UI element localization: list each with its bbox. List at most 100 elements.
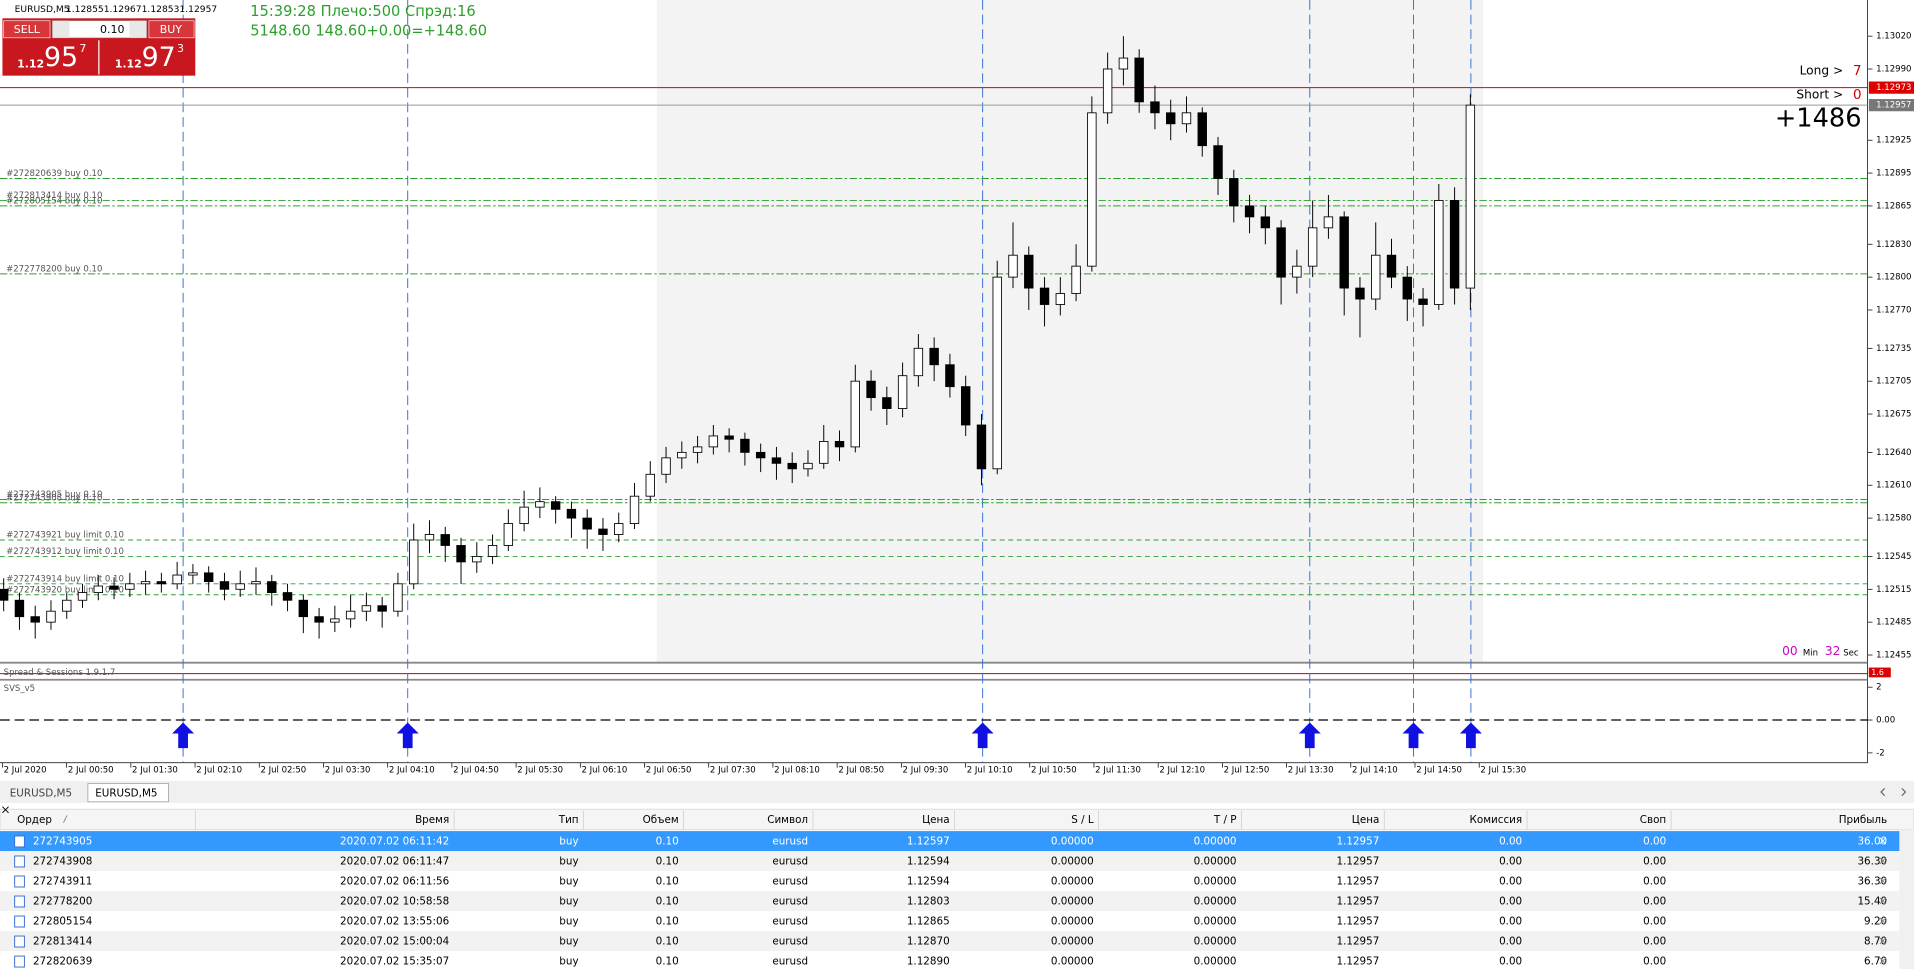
candle-body xyxy=(550,501,561,510)
candle-body xyxy=(345,610,356,620)
table-cell: 0.00 xyxy=(1643,915,1666,927)
buy-button[interactable] xyxy=(148,20,195,39)
column-header: Своп xyxy=(1640,814,1666,826)
table-cell: eurusd xyxy=(772,915,808,927)
close-order[interactable] xyxy=(1879,897,1887,905)
candle-body xyxy=(503,523,514,546)
close-order[interactable] xyxy=(1879,877,1887,885)
candle-body xyxy=(109,585,119,590)
sell-label[interactable]: SELL xyxy=(14,23,41,36)
candle-body xyxy=(1402,276,1412,300)
x-tick-label: 2 Jul 08:10 xyxy=(774,766,820,776)
y-tick-label: 1.12735 xyxy=(1876,344,1911,354)
table-row[interactable] xyxy=(0,951,1900,969)
table-cell: 1.12957 xyxy=(1337,875,1380,887)
y-tick-label: 1.12640 xyxy=(1876,448,1911,458)
lot-up[interactable] xyxy=(129,20,147,38)
table-cell: 0.00 xyxy=(1643,875,1666,887)
table-cell: eurusd xyxy=(772,895,808,907)
close-order[interactable] xyxy=(1879,957,1887,965)
candle-body xyxy=(1323,216,1334,229)
close-order[interactable] xyxy=(1879,837,1887,845)
table-row[interactable] xyxy=(0,911,1900,932)
candle-body xyxy=(282,592,293,601)
column-header: Прибыль xyxy=(1839,814,1887,826)
candle-body xyxy=(1339,216,1349,289)
table-row[interactable] xyxy=(0,871,1900,892)
candle-body xyxy=(566,508,577,519)
table-cell: eurusd xyxy=(772,855,808,867)
tab[interactable]: EURUSD,M5 xyxy=(95,787,157,799)
signal-arrow xyxy=(1459,722,1482,749)
sell-price-big: 95 xyxy=(44,42,78,73)
candle-body xyxy=(1355,287,1365,300)
y-tick-label: 1.12675 xyxy=(1876,410,1911,420)
table-cell: buy xyxy=(559,855,578,867)
candle-body xyxy=(77,592,88,601)
table-cell: 2020.07.02 10:58:58 xyxy=(340,895,449,907)
candle-body xyxy=(156,581,167,585)
table-cell: 2020.07.02 06:11:56 xyxy=(340,875,449,887)
candle-body xyxy=(960,386,971,426)
x-tick-label: 2 Jul 02:50 xyxy=(260,766,306,776)
candle-body xyxy=(661,457,671,475)
table-cell: 2020.07.02 06:11:47 xyxy=(340,855,449,867)
table-cell: 0.00000 xyxy=(1194,875,1237,887)
candle-body xyxy=(0,588,9,601)
buy-price-sup: 3 xyxy=(177,42,184,55)
candle-body xyxy=(913,347,924,377)
x-tick-label: 2 Jul 2020 xyxy=(4,766,47,776)
close-order[interactable] xyxy=(1879,857,1887,865)
sell-price-prefix: 1.12 xyxy=(17,58,44,71)
timer-sec-label: Sec xyxy=(1843,648,1859,658)
candle-body xyxy=(298,599,309,618)
column-header: Время xyxy=(415,814,449,826)
table-cell: 0.10 xyxy=(656,915,679,927)
candle-body xyxy=(188,572,198,576)
candle-body xyxy=(235,583,245,590)
close-order[interactable] xyxy=(1879,937,1887,945)
sell-button[interactable] xyxy=(3,20,51,39)
table-cell: 0.00000 xyxy=(1194,915,1237,927)
y-tick-label: 1.13020 xyxy=(1876,32,1911,42)
candle-body xyxy=(203,572,214,583)
candle-body xyxy=(598,528,608,535)
table-cell: 36.30 xyxy=(1857,875,1887,887)
table-cell: 0.10 xyxy=(656,835,679,847)
table-cell: 2020.07.02 13:55:06 xyxy=(340,915,449,927)
table-cell: 0.10 xyxy=(656,955,679,967)
tab-scroll[interactable] xyxy=(1880,787,1907,797)
lot-down[interactable] xyxy=(52,20,70,38)
table-cell: 1.12865 xyxy=(907,915,950,927)
table-cell: eurusd xyxy=(772,935,808,947)
table-cell: 0.00 xyxy=(1499,835,1522,847)
table-cell: 0.00 xyxy=(1499,935,1522,947)
status-line: 15:39:28 Плечо:500 Спрэд:16 xyxy=(250,3,476,20)
active-tab[interactable] xyxy=(87,783,169,803)
table-cell: eurusd xyxy=(772,955,808,967)
buy-price-prefix: 1.12 xyxy=(115,58,142,71)
table-cell: 272743911 xyxy=(33,875,92,887)
indicator-name: Spread & Sessions 1.9.1.7 xyxy=(4,668,116,678)
close-terminal[interactable] xyxy=(2,806,9,814)
table-row[interactable] xyxy=(0,891,1900,912)
candle-body xyxy=(14,599,25,618)
table-cell: 272805154 xyxy=(33,915,93,927)
candle-body xyxy=(1434,200,1444,305)
table-row[interactable] xyxy=(0,851,1900,872)
buy-price-big: 97 xyxy=(142,42,176,73)
buy-label[interactable]: BUY xyxy=(160,23,183,36)
candle-body xyxy=(1008,254,1018,278)
table-cell: 1.12890 xyxy=(907,955,950,967)
table-row[interactable] xyxy=(0,831,1900,852)
candle-body xyxy=(724,435,734,440)
lot-value[interactable]: 0.10 xyxy=(100,23,124,36)
table-row[interactable] xyxy=(0,931,1900,952)
order-label: #272813414 buy 0.10 xyxy=(6,191,102,201)
y-tick-label: 1.12485 xyxy=(1876,618,1911,628)
svs-tick-label: 2 xyxy=(1876,683,1881,693)
close-order[interactable] xyxy=(1879,917,1887,925)
x-tick-label: 2 Jul 06:10 xyxy=(582,766,628,776)
tab[interactable]: EURUSD,M5 xyxy=(10,787,72,799)
scrollbar[interactable] xyxy=(1899,829,1914,969)
